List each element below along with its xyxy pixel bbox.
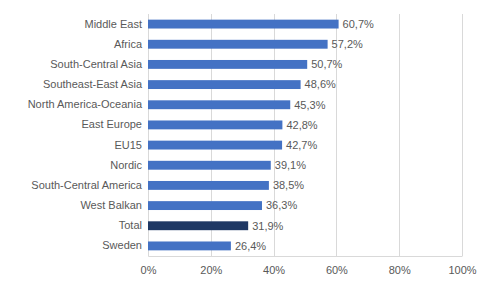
- data-label: 26,4%: [235, 240, 266, 252]
- category-axis: Middle East Africa South-Central Asia South…: [28, 15, 149, 257]
- data-label: 57,2%: [332, 38, 363, 50]
- bar: [148, 120, 282, 129]
- tick: West Balkan: [80, 199, 148, 211]
- data-label: 45,3%: [294, 99, 325, 111]
- grid-line: [336, 14, 337, 256]
- tick-label: 60%: [326, 264, 348, 276]
- data-label: 42,7%: [286, 139, 317, 151]
- bar: [148, 221, 248, 230]
- data-label: 50,7%: [311, 58, 342, 70]
- tick-label: West Balkan: [80, 199, 142, 211]
- data-labels: 60,7% 57,2% 50,7% 48,6% 45,3% 42,8% 42,7% 39,1%…: [235, 18, 374, 252]
- data-label: 36,3%: [266, 199, 297, 211]
- tick: 100%: [448, 256, 476, 276]
- tick: South-Central Asia: [50, 58, 148, 70]
- data-label: 38,5%: [273, 179, 304, 191]
- tick: Africa: [114, 38, 148, 50]
- tick-label: Sweden: [102, 239, 142, 251]
- bar: [148, 141, 282, 150]
- tick-label: EU15: [114, 139, 142, 151]
- tick: Sweden: [102, 239, 148, 251]
- tick: 80%: [389, 256, 411, 276]
- bar: [148, 161, 271, 170]
- value-axis: 0% 20% 40% 60% 80% 100%: [141, 256, 477, 276]
- grid-line: [148, 14, 149, 256]
- bar: [148, 20, 339, 29]
- tick-label: Nordic: [110, 159, 142, 171]
- tick: 40%: [263, 256, 285, 276]
- tick-label: 80%: [389, 264, 411, 276]
- tick: Middle East: [85, 18, 148, 30]
- bar: [148, 181, 269, 190]
- tick: 0%: [141, 256, 157, 276]
- tick: Nordic: [110, 159, 148, 171]
- grid: [149, 14, 463, 256]
- axis-line: [149, 256, 463, 257]
- tick: South-Central America: [31, 179, 148, 191]
- tick-label: 20%: [200, 264, 222, 276]
- bar: [148, 40, 328, 49]
- tick-label: 0%: [141, 264, 157, 276]
- bar: [148, 100, 290, 109]
- tick-label: Total: [119, 219, 142, 231]
- tick-label: 40%: [263, 264, 285, 276]
- data-label: 42,8%: [286, 119, 317, 131]
- data-label: 39,1%: [275, 159, 306, 171]
- tick-label: 100%: [448, 264, 476, 276]
- bar: [148, 80, 301, 89]
- data-label: 60,7%: [343, 18, 374, 30]
- grid-line: [399, 14, 400, 256]
- tick-label: South-Central America: [31, 179, 143, 191]
- tick: EU15: [114, 139, 148, 151]
- bars: [148, 20, 339, 251]
- bar: [148, 241, 231, 250]
- plot: 0% 20% 40% 60% 80% 100% Middle East Africa South…: [28, 14, 477, 276]
- data-label: 48,6%: [305, 78, 336, 90]
- tick-label: South-Central Asia: [50, 58, 143, 70]
- bar: [148, 201, 262, 210]
- grid-line: [462, 14, 463, 256]
- tick: 20%: [200, 256, 222, 276]
- tick-label: North America-Oceania: [28, 98, 143, 110]
- tick: North America-Oceania: [28, 98, 148, 110]
- tick: Total: [119, 219, 148, 231]
- tick: Southeast-East Asia: [43, 78, 148, 90]
- bar: [148, 60, 307, 69]
- tick-label: Africa: [114, 38, 143, 50]
- tick: 60%: [326, 256, 348, 276]
- tick-label: Southeast-East Asia: [43, 78, 143, 90]
- data-label: 31,9%: [252, 220, 283, 232]
- tick-label: East Europe: [81, 118, 142, 130]
- axis-line: [148, 15, 149, 257]
- grid-line: [211, 14, 212, 256]
- tick-label: Middle East: [85, 18, 142, 30]
- chart: 0% 20% 40% 60% 80% 100% Middle East Africa South…: [0, 0, 500, 292]
- tick: East Europe: [81, 118, 148, 130]
